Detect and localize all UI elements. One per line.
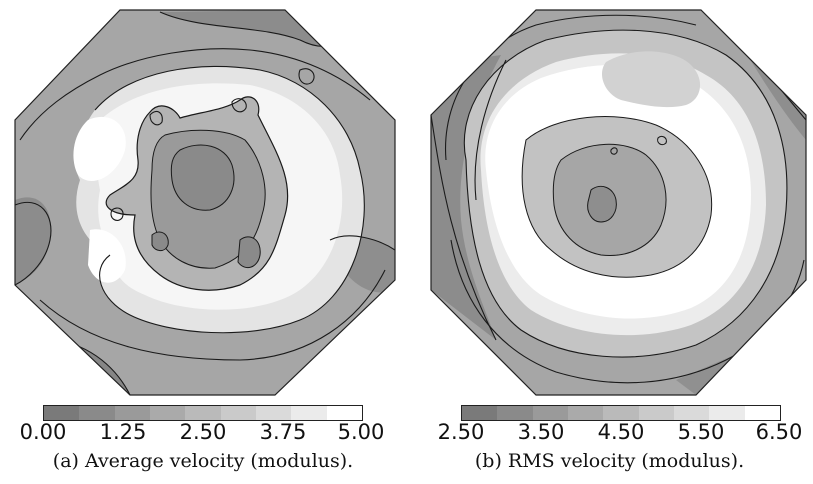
colorbar-tick-label: 5.50 <box>677 420 725 444</box>
rms-velocity-colorbar-ticks: 2.50 3.50 4.50 5.50 6.50 <box>438 420 803 444</box>
colorbar-tick-label: 0.00 <box>19 420 67 444</box>
average-velocity-colorbar <box>43 405 363 421</box>
colorbar-tick-label: 1.25 <box>99 420 147 444</box>
colorbar-tick-label: 6.50 <box>755 420 803 444</box>
rms-velocity-colorbar <box>461 405 781 421</box>
average-velocity-contour-map <box>14 9 396 396</box>
colorbar-tick-label: 3.50 <box>517 420 565 444</box>
colorbar-tick-label: 4.50 <box>597 420 645 444</box>
colorbar-tick-label: 5.00 <box>337 420 385 444</box>
panel-rms-velocity: 2.50 3.50 4.50 5.50 6.50 (b) RMS velocit… <box>406 0 813 484</box>
colorbar-tick-label: 3.75 <box>259 420 307 444</box>
rms-velocity-caption: (b) RMS velocity (modulus). <box>474 450 745 472</box>
panel-average-velocity: 0.00 1.25 2.50 3.75 5.00 (a) Average vel… <box>0 0 406 484</box>
colorbar-tick-label: 2.50 <box>179 420 227 444</box>
colorbar-tick-label: 2.50 <box>437 420 485 444</box>
average-velocity-caption: (a) Average velocity (modulus). <box>52 450 354 472</box>
rms-velocity-contour-map <box>430 9 807 396</box>
average-velocity-colorbar-ticks: 0.00 1.25 2.50 3.75 5.00 <box>20 420 385 444</box>
